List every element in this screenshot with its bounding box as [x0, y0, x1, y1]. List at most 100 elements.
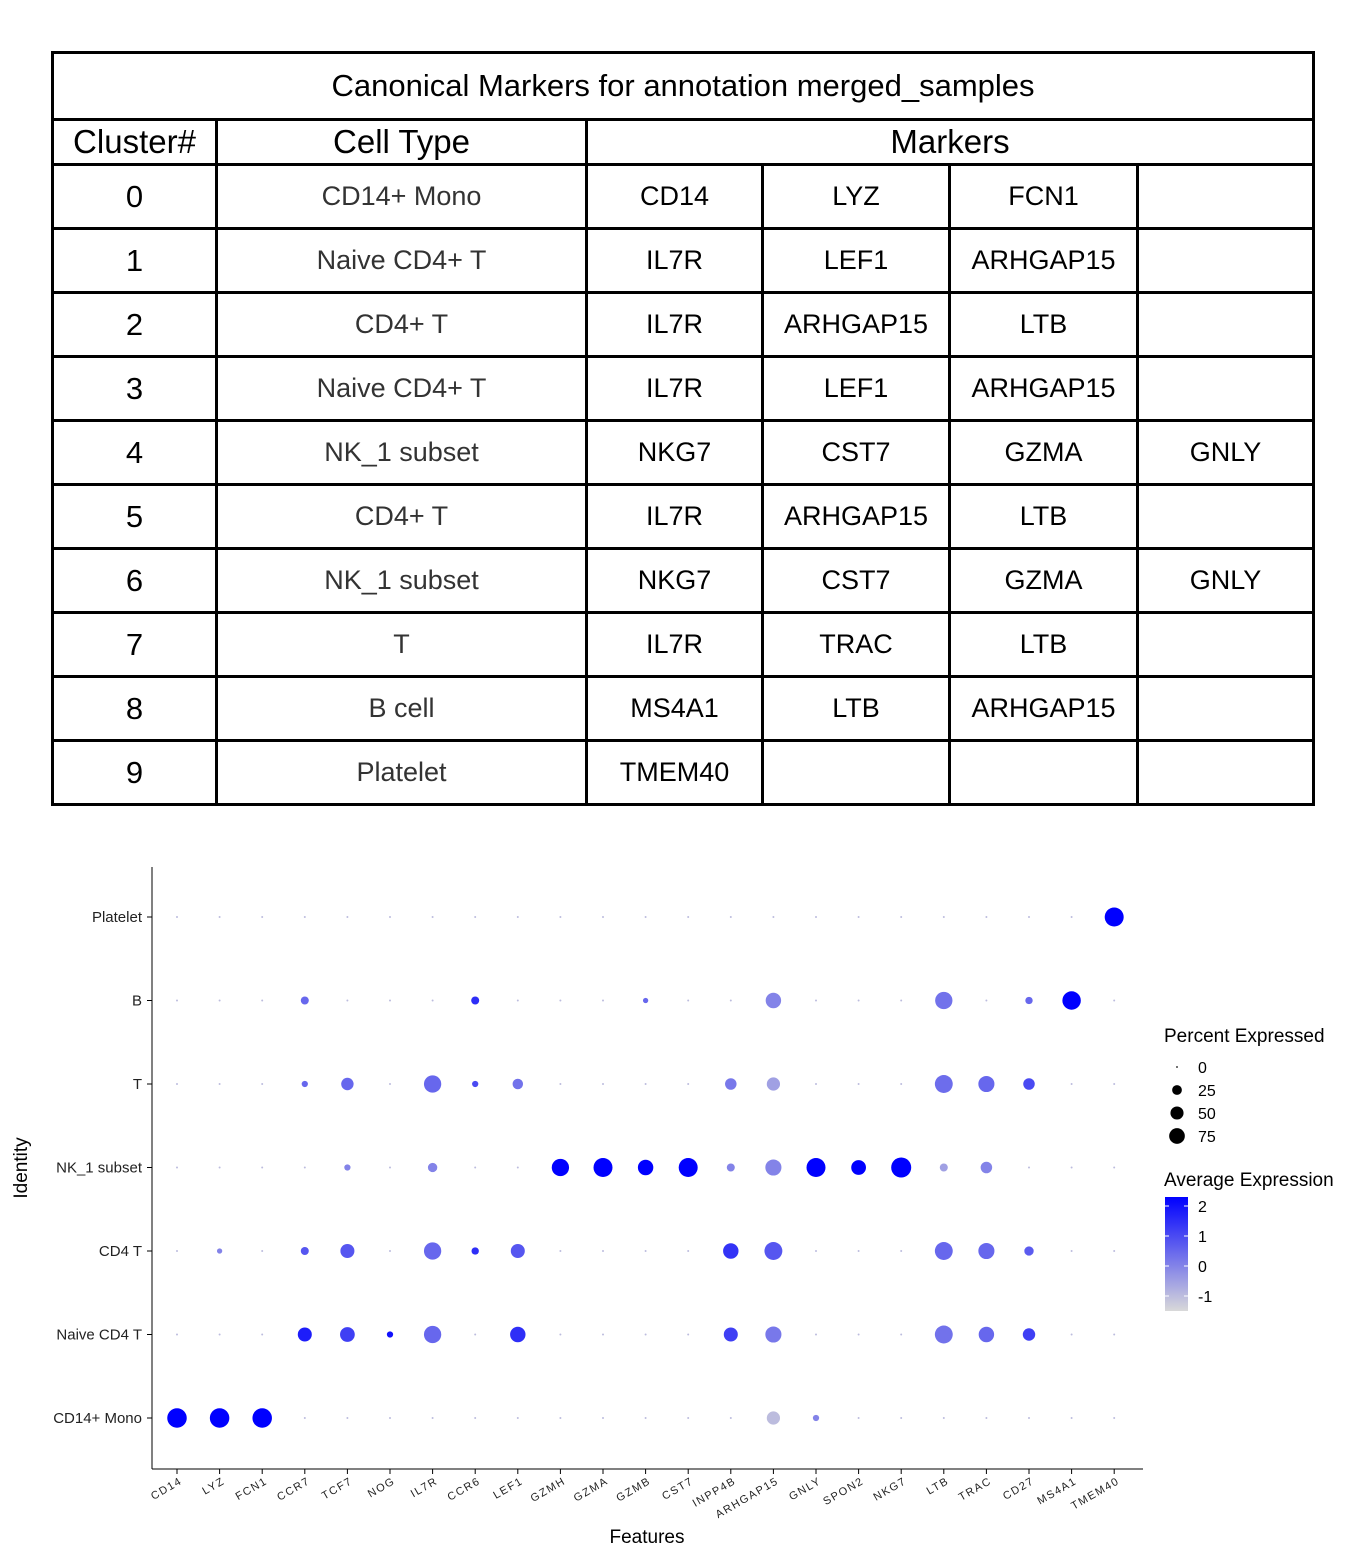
dot — [1104, 907, 1124, 927]
dot — [985, 916, 988, 918]
dot — [216, 1248, 223, 1254]
dot — [602, 1417, 604, 1419]
dot — [978, 1242, 995, 1260]
dot — [765, 1326, 782, 1343]
dot — [766, 1077, 781, 1091]
marker-gene: GNLY — [1136, 547, 1315, 614]
dot — [857, 1417, 860, 1419]
marker-gene: ARHGAP15 — [948, 675, 1139, 742]
dot — [1070, 1250, 1073, 1252]
dot — [857, 916, 860, 918]
dot — [176, 1083, 178, 1085]
dot — [176, 1333, 178, 1336]
dot — [386, 1331, 394, 1338]
dot — [1023, 1078, 1035, 1090]
table-header-row: Cluster# Cell Type Markers — [51, 118, 1315, 166]
dot — [551, 1158, 570, 1177]
dot — [218, 1166, 221, 1169]
dot — [934, 1075, 953, 1093]
x-tick-label: GZMH — [529, 1475, 568, 1505]
y-tick-label: NK_1 subset — [56, 1160, 143, 1177]
marker-gene: GNLY — [1136, 419, 1315, 486]
dot — [559, 999, 562, 1002]
cluster-number: 2 — [51, 291, 218, 358]
marker-gene: MS4A1 — [585, 675, 764, 742]
dot — [261, 999, 264, 1002]
dot — [1025, 996, 1033, 1005]
marker-gene: CST7 — [761, 419, 951, 486]
color-legend-label: 1 — [1198, 1229, 1207, 1246]
header-cell-type: Cell Type — [215, 118, 588, 166]
x-tick-label: SPON2 — [821, 1475, 866, 1508]
x-tick-label: TMEM40 — [1069, 1475, 1121, 1512]
dot — [559, 1083, 562, 1085]
x-tick-label: CD14 — [149, 1475, 185, 1502]
dot — [218, 1333, 221, 1336]
color-legend-label: 2 — [1198, 1199, 1207, 1216]
marker-gene: LEF1 — [761, 227, 951, 294]
x-tick-label: CD27 — [1001, 1475, 1037, 1502]
header-markers: Markers — [585, 118, 1315, 166]
dot — [346, 916, 349, 918]
cluster-number: 9 — [51, 739, 218, 806]
dot — [644, 1083, 647, 1085]
dot — [644, 916, 647, 918]
dot — [772, 916, 775, 918]
marker-gene: CD14 — [585, 163, 764, 230]
dot — [1113, 999, 1116, 1002]
dot — [765, 992, 782, 1009]
marker-gene: NKG7 — [585, 547, 764, 614]
cell-type: T — [215, 611, 588, 678]
x-tick-label: NKG7 — [872, 1475, 909, 1503]
dot — [1113, 1250, 1116, 1252]
dot — [900, 916, 903, 918]
dot — [729, 1417, 732, 1419]
dot — [602, 1083, 604, 1085]
y-tick-label: Naive CD4 T — [56, 1327, 142, 1344]
dot — [389, 1417, 391, 1419]
dot — [687, 999, 690, 1002]
dot — [423, 1325, 442, 1344]
table-row: 2 CD4+ T IL7R ARHGAP15 LTB — [51, 291, 1315, 358]
dot — [723, 1327, 738, 1342]
dot — [978, 1075, 995, 1093]
dot — [431, 916, 434, 918]
dot — [942, 916, 945, 918]
marker-gene: NKG7 — [585, 419, 764, 486]
x-tick-label: GZMA — [572, 1475, 611, 1504]
dot — [303, 1417, 306, 1419]
marker-gene: IL7R — [585, 483, 764, 550]
cell-type: B cell — [215, 675, 588, 742]
dot — [252, 1408, 272, 1428]
dot — [471, 1247, 479, 1255]
marker-gene — [1136, 291, 1315, 358]
dot — [261, 1333, 264, 1336]
size-legend-dot — [1169, 1128, 1185, 1144]
dot — [389, 1083, 391, 1085]
dot — [687, 1417, 690, 1419]
y-axis-title: Identity — [11, 1137, 32, 1199]
dot — [857, 1250, 860, 1252]
dot — [474, 1333, 477, 1336]
dot — [935, 991, 953, 1010]
marker-gene: LTB — [948, 483, 1139, 550]
dot — [900, 999, 903, 1002]
dot — [815, 1250, 817, 1252]
dot — [1022, 1328, 1036, 1341]
dot — [340, 1243, 355, 1259]
dot — [934, 1242, 953, 1260]
dot — [176, 916, 178, 918]
dot — [857, 1333, 860, 1336]
table-title-row: Canonical Markers for annotation merged_… — [51, 51, 1315, 121]
table-row: 3 Naive CD4+ T IL7R LEF1 ARHGAP15 — [51, 355, 1315, 422]
x-tick-label: LEF1 — [491, 1475, 525, 1502]
dot — [1028, 916, 1030, 918]
dot — [431, 1417, 434, 1419]
x-tick-label: FCN1 — [234, 1475, 270, 1503]
dot — [167, 1408, 187, 1428]
marker-gene — [1136, 675, 1315, 742]
size-legend-dot — [1176, 1066, 1178, 1068]
cell-type: CD4+ T — [215, 291, 588, 358]
dot — [474, 916, 477, 918]
x-tick-label: LTB — [925, 1475, 952, 1497]
